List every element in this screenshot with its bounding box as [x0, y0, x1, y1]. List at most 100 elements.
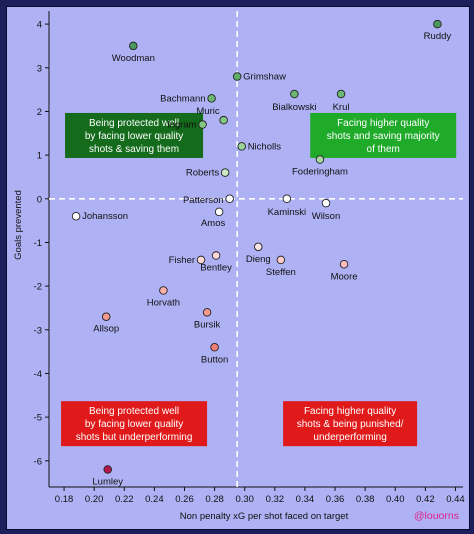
x-tick-label: 0.30 [235, 494, 254, 505]
y-tick-label: 0 [37, 194, 42, 205]
x-tick-label: 0.42 [416, 494, 435, 505]
data-point [339, 260, 349, 269]
annotation-text: shots & saving them [89, 144, 179, 155]
annotation-text: Facing higher quality [304, 406, 396, 417]
point-label: Moore [331, 271, 358, 282]
y-tick-label: 3 [37, 63, 42, 74]
point-label: Ruddy [424, 31, 452, 42]
point-label: Nicholls [248, 141, 282, 152]
y-tick-label: 4 [37, 20, 42, 31]
y-tick-label: -2 [34, 282, 42, 293]
annotation-top-right: Facing higher quality shots and saving ma… [310, 112, 457, 158]
point-label: Woodman [112, 53, 155, 64]
point-label: Johansson [82, 211, 128, 222]
y-tick-label: -5 [34, 413, 42, 424]
point-label: Krul [333, 102, 350, 113]
y-tick-label: -3 [34, 325, 42, 336]
data-point [237, 142, 246, 151]
point-label: Dieng [246, 254, 271, 265]
point-label: Amos [201, 218, 226, 229]
y-tick-label: 1 [37, 151, 42, 162]
point-label: Wilson [312, 211, 341, 222]
y-axis-title: Goals prevented [13, 190, 24, 260]
x-tick-label: 0.28 [205, 494, 224, 505]
point-label: Bialkowski [272, 102, 316, 113]
scatter-chart: 0.18 0.20 0.22 0.24 0.26 0.28 0.30 0.32 0.34 0.36… [13, 11, 465, 522]
quadrant-annotations: Being protected well by facing lower qual… [61, 112, 457, 447]
x-tick-label: 0.34 [296, 494, 315, 505]
x-tick-label: 0.20 [85, 494, 104, 505]
data-point [219, 115, 228, 125]
x-tick-label: 0.32 [266, 494, 285, 505]
point-label: Ingram [167, 120, 197, 131]
point-label: Bursik [194, 319, 221, 330]
annotation-box [65, 112, 204, 158]
annotation-text: shots & being punished/ [297, 419, 404, 430]
x-axis-title: Non penalty xG per shot faced on target [180, 511, 349, 522]
data-point [282, 194, 292, 204]
x-tick-label: 0.36 [326, 494, 345, 505]
data-point [276, 255, 286, 265]
point-label: Bachmann [160, 93, 205, 104]
data-point [225, 194, 234, 204]
x-tick-label: 0.44 [446, 494, 465, 505]
x-tick-label: 0.40 [386, 494, 405, 505]
data-point [101, 312, 111, 321]
y-tick-label: 2 [37, 107, 42, 118]
annotation-text: Being protected well [89, 406, 179, 417]
data-point [433, 19, 442, 29]
data-point [254, 242, 263, 252]
chart-frame: 0.18 0.20 0.22 0.24 0.26 0.28 0.30 0.32 0.34 0.36… [6, 6, 470, 530]
data-point [214, 207, 224, 217]
data-point [159, 286, 168, 295]
x-tick-label: 0.18 [55, 494, 74, 505]
data-point [202, 308, 212, 317]
data-point [210, 343, 219, 352]
point-label: Kaminski [268, 207, 307, 218]
annotation-text: by facing lower quality [85, 419, 183, 430]
annotation-top-left: Being protected well by facing lower qual… [65, 112, 204, 158]
point-label: Muric [196, 106, 219, 117]
axes: 0.18 0.20 0.22 0.24 0.26 0.28 0.30 0.32 0.34 0.36… [34, 11, 465, 505]
annotation-text: Being protected well [89, 118, 179, 129]
annotation-text: by facing lower quality [85, 131, 183, 142]
y-tick-label: -6 [34, 456, 42, 467]
point-label: Patterson [183, 195, 224, 206]
data-point [71, 211, 81, 221]
point-labels: Ruddy Woodman Grimshaw Bachmann Bialkowski Kr… [82, 31, 451, 487]
data-point [220, 168, 230, 177]
annotation-box [310, 112, 457, 158]
reference-lines [49, 11, 463, 487]
annotation-text: underperforming [313, 432, 386, 443]
data-point [198, 120, 207, 129]
data-point [196, 255, 206, 265]
x-tick-label: 0.24 [145, 494, 164, 505]
point-label: Button [201, 354, 228, 365]
annotation-text: of them [367, 144, 400, 155]
data-point [103, 465, 112, 474]
point-label: Steffen [266, 267, 296, 278]
annotation-text: shots but underperforming [76, 432, 193, 443]
data-point [321, 198, 331, 208]
annotation-bottom-right: Facing higher quality shots & being punis… [283, 401, 418, 447]
point-label: Foderingham [292, 166, 348, 177]
data-point [232, 72, 242, 81]
annotation-box [61, 401, 208, 447]
credit-label: @louorns [414, 510, 459, 522]
point-label: Bentley [200, 263, 232, 274]
y-tick-label: -4 [34, 369, 42, 380]
point-label: Horvath [147, 297, 180, 308]
annotation-box [283, 401, 418, 447]
point-label: Lumley [92, 477, 123, 488]
data-point [290, 89, 299, 99]
data-point [211, 251, 221, 260]
x-tick-label: 0.22 [115, 494, 134, 505]
annotation-text: shots and saving majority [327, 131, 440, 142]
point-label: Allsop [93, 324, 119, 335]
point-label: Fisher [169, 255, 195, 266]
data-point [129, 41, 138, 51]
data-point [336, 89, 346, 99]
data-points [71, 19, 442, 474]
x-tick-label: 0.26 [175, 494, 194, 505]
data-point [207, 94, 216, 103]
